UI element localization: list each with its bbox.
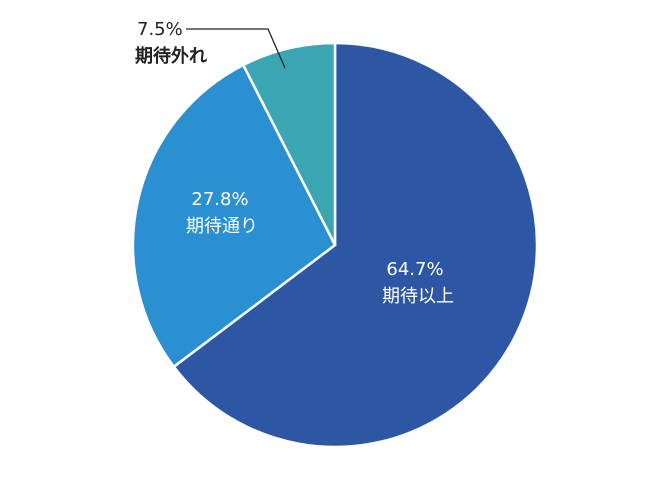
leader-line bbox=[186, 28, 286, 69]
slice-label-value-0: 64.7% bbox=[386, 259, 443, 280]
pie-slice-0 bbox=[172, 41, 539, 449]
slice-label-name-0: 期待以上 bbox=[382, 286, 454, 307]
pie-slice-1 bbox=[131, 63, 337, 369]
pie-slice-2 bbox=[241, 41, 337, 246]
slice-label-value-2: 7.5% bbox=[137, 19, 183, 40]
slice-label-value-1: 27.8% bbox=[191, 189, 248, 210]
slice-label-name-2: 期待外れ bbox=[135, 45, 207, 67]
slice-label-name-1: 期待通り bbox=[186, 216, 258, 237]
